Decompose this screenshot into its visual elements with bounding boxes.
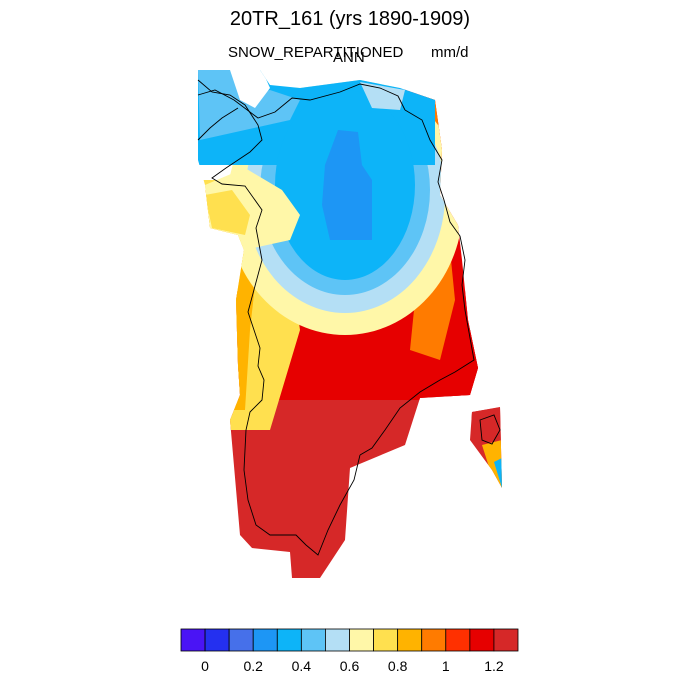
colorbar-tick-label: 0 <box>201 658 209 674</box>
colorbar-swatch <box>276 628 302 652</box>
coastline-west <box>197 79 361 556</box>
map-field <box>198 70 502 578</box>
field-north-coast-rim <box>198 70 300 140</box>
field-north-coast-white <box>230 70 270 108</box>
colorbar-swatch <box>252 628 278 652</box>
colorbar-swatch <box>180 628 206 652</box>
colorbar-swatch <box>469 628 495 652</box>
colorbar-tick-label: 1.2 <box>484 658 504 674</box>
colorbar-tick-label: 0.8 <box>388 658 408 674</box>
colorbar-tick-label: 0.4 <box>292 658 312 674</box>
coastline <box>197 79 501 556</box>
colorbar-tick-label: 0.6 <box>340 658 360 674</box>
colorbar-tick-label: 0.2 <box>243 658 263 674</box>
variable-label: SNOW_REPARTITIONED <box>228 44 404 61</box>
field-se-island <box>470 407 502 450</box>
colorbar-swatch <box>300 628 326 652</box>
units-label: mm/d <box>431 44 469 61</box>
coastline-east <box>359 109 475 456</box>
colorbar-swatch <box>228 628 254 652</box>
field-core <box>322 130 372 240</box>
colorbar-swatch <box>325 628 350 652</box>
coastline-island <box>479 414 501 445</box>
colorbar-swatch <box>493 628 519 652</box>
coastline-northwest <box>197 107 239 141</box>
colorbar-swatch <box>373 628 399 652</box>
colorbar-swatch <box>445 628 471 652</box>
plot-title: 20TR_161 (yrs 1890-1909) <box>229 8 471 30</box>
field-se-island-blue <box>494 458 502 488</box>
coastline-north <box>197 83 406 119</box>
period-label: ANN <box>333 49 365 66</box>
colorbar-swatch <box>349 628 374 652</box>
colorbar: 0 0.2 0.4 0.6 0.8 1 1.2 <box>180 628 519 674</box>
field-se-island-low <box>482 440 502 488</box>
field-north-coast-pale <box>360 82 405 110</box>
colorbar-swatch <box>397 628 423 652</box>
colorbar-tick-label: 1 <box>442 658 450 674</box>
colorbar-swatch <box>204 628 230 652</box>
colorbar-swatch <box>421 628 447 652</box>
field-west-ring-edge <box>205 190 250 235</box>
